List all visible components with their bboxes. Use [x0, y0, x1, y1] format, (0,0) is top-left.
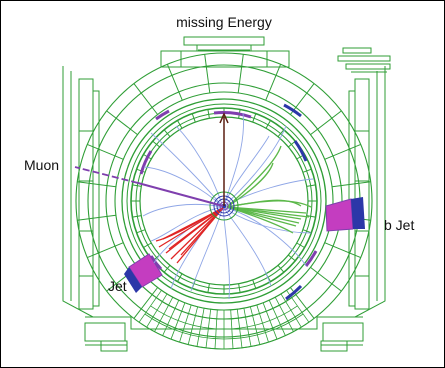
jet-label: Jet: [108, 278, 127, 294]
missing-energy-label: missing Energy: [176, 14, 272, 30]
muon-track: [74, 166, 224, 207]
ring-deposits: [139, 103, 318, 301]
bjet-tracks: [226, 145, 312, 234]
bjet-calorimeter-tower: [325, 197, 365, 232]
missing-energy-arrow: [219, 112, 229, 206]
jet-calorimeter-tower: [124, 253, 163, 293]
outer-ring-spokes: [77, 54, 371, 319]
top-structure: [160, 36, 391, 73]
b-jet-label: b Jet: [384, 217, 414, 233]
bottom-calorimeter-sector: [138, 289, 310, 350]
side-structure: [62, 66, 386, 318]
muon-label: Muon: [24, 157, 59, 173]
